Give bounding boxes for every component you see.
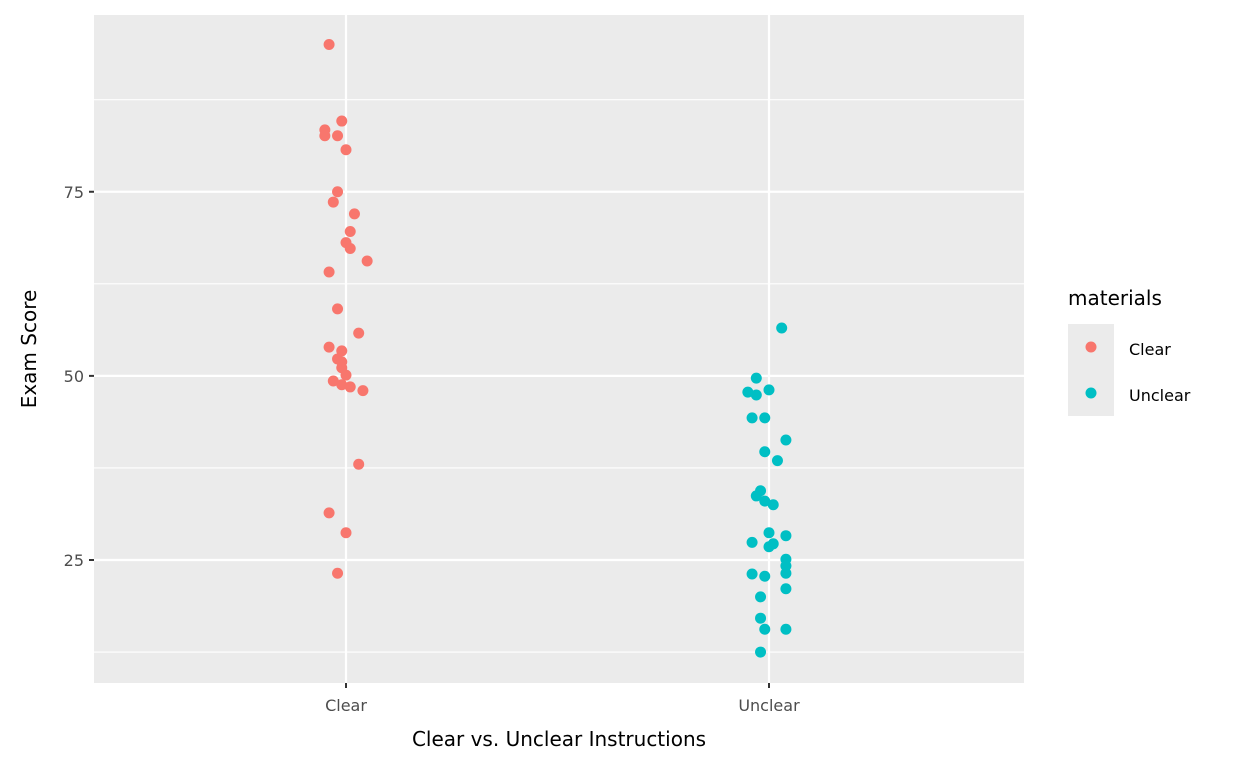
x-axis-title: Clear vs. Unclear Instructions <box>412 727 706 751</box>
point-unclear <box>780 434 792 446</box>
point-clear <box>323 341 335 353</box>
point-clear <box>336 115 348 127</box>
point-unclear <box>763 527 775 539</box>
point-clear <box>344 381 356 393</box>
point-clear <box>361 255 373 267</box>
point-unclear <box>750 490 762 502</box>
legend-marker-unclear <box>1085 387 1097 399</box>
legend-label-unclear: Unclear <box>1129 386 1191 405</box>
point-clear <box>332 186 344 198</box>
point-clear <box>332 567 344 579</box>
legend-title: materials <box>1068 286 1162 310</box>
legend: materials Clear Unclear <box>1068 286 1191 416</box>
point-unclear <box>780 567 792 579</box>
point-unclear <box>780 583 792 595</box>
point-unclear <box>750 372 762 384</box>
point-clear <box>323 266 335 278</box>
data-points <box>319 38 792 658</box>
point-unclear <box>759 623 771 635</box>
point-unclear <box>755 646 767 658</box>
axes: 25 50 75 Clear Unclear <box>64 183 800 715</box>
point-clear <box>353 458 365 470</box>
point-unclear <box>759 446 771 458</box>
point-unclear <box>742 386 754 398</box>
y-tick-label: 50 <box>64 367 84 386</box>
point-unclear <box>750 389 762 401</box>
grid-lines <box>94 15 1024 683</box>
point-clear <box>340 144 352 156</box>
point-clear <box>327 196 339 208</box>
x-tick-label: Clear <box>325 696 367 715</box>
legend-marker-clear <box>1085 341 1097 353</box>
legend-label-clear: Clear <box>1129 340 1171 359</box>
point-clear <box>344 226 356 238</box>
point-clear <box>348 208 360 220</box>
y-tick-label: 25 <box>64 551 84 570</box>
x-tick-label: Unclear <box>738 696 800 715</box>
point-unclear <box>759 570 771 582</box>
point-unclear <box>755 591 767 603</box>
point-clear <box>332 130 344 142</box>
point-unclear <box>759 495 771 507</box>
point-clear <box>353 327 365 339</box>
point-clear <box>344 242 356 254</box>
point-unclear <box>776 322 788 334</box>
point-unclear <box>763 384 775 396</box>
point-unclear <box>746 536 758 548</box>
point-clear <box>340 369 352 381</box>
point-unclear <box>767 499 779 511</box>
point-clear <box>332 303 344 315</box>
point-clear <box>323 38 335 50</box>
point-unclear <box>763 541 775 553</box>
point-clear <box>357 385 369 397</box>
y-tick-label: 75 <box>64 183 84 202</box>
point-unclear <box>746 412 758 424</box>
point-unclear <box>746 568 758 580</box>
plot-panel <box>94 15 1024 683</box>
point-unclear <box>771 455 783 467</box>
point-unclear <box>780 530 792 542</box>
point-clear <box>336 345 348 357</box>
point-clear <box>319 130 331 142</box>
point-clear <box>327 375 339 387</box>
point-unclear <box>780 623 792 635</box>
point-unclear <box>759 412 771 424</box>
y-axis-title: Exam Score <box>17 290 41 409</box>
point-unclear <box>755 612 767 624</box>
point-clear <box>336 379 348 391</box>
point-clear <box>323 507 335 519</box>
point-clear <box>340 527 352 539</box>
